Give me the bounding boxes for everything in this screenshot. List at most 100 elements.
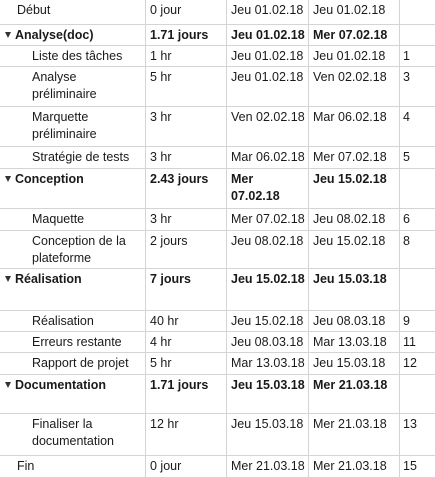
predecessor-cell[interactable] bbox=[400, 169, 435, 208]
task-name-cell[interactable]: Analyse(doc) bbox=[0, 25, 146, 45]
task-row[interactable]: Fin 0 jour Mer 21.03.18 Mer 21.03.18 15 bbox=[0, 456, 435, 478]
predecessor-cell[interactable]: 4 bbox=[400, 107, 435, 146]
predecessor-cell[interactable] bbox=[400, 269, 435, 310]
predecessor-cell[interactable]: 3 bbox=[400, 67, 435, 106]
end-cell[interactable]: Jeu 15.02.18 bbox=[309, 231, 400, 268]
task-name-cell[interactable]: Liste des tâches bbox=[0, 46, 146, 66]
duration-cell[interactable]: 3 hr bbox=[146, 147, 227, 168]
predecessor-cell[interactable]: 13 bbox=[400, 414, 435, 455]
start-cell[interactable]: Mer 21.03.18 bbox=[227, 456, 309, 477]
task-row[interactable]: Rapport de projet 5 hr Mar 13.03.18 Jeu 15.… bbox=[0, 353, 435, 375]
predecessor-cell[interactable]: 15 bbox=[400, 456, 435, 477]
predecessor-cell[interactable]: 8 bbox=[400, 231, 435, 268]
duration-cell[interactable]: 2.43 jours bbox=[146, 169, 227, 208]
task-row[interactable]: Réalisation 40 hr Jeu 15.02.18 Jeu 08.03.18… bbox=[0, 311, 435, 332]
end-cell[interactable]: Jeu 08.03.18 bbox=[309, 311, 400, 331]
end-cell[interactable]: Jeu 01.02.18 bbox=[309, 46, 400, 66]
task-row[interactable]: Marquette préliminaire 3 hr Ven 02.02.18 Ma… bbox=[0, 107, 435, 147]
start-cell[interactable]: Jeu 01.02.18 bbox=[227, 67, 309, 106]
start-cell[interactable]: Jeu 01.02.18 bbox=[227, 25, 309, 45]
start-cell[interactable]: Mer 07.02.18 bbox=[227, 209, 309, 230]
start-cell[interactable]: Jeu 01.02.18 bbox=[227, 46, 309, 66]
task-name-cell[interactable]: Documentation bbox=[0, 375, 146, 413]
duration-cell[interactable]: 3 hr bbox=[146, 107, 227, 146]
task-row[interactable]: Analyse préliminaire 5 hr Jeu 01.02.18 Ven … bbox=[0, 67, 435, 107]
start-cell[interactable]: Mar 06.02.18 bbox=[227, 147, 309, 168]
end-cell[interactable]: Mer 21.03.18 bbox=[309, 375, 400, 413]
duration-cell[interactable]: 4 hr bbox=[146, 332, 227, 352]
duration-cell[interactable]: 7 jours bbox=[146, 269, 227, 310]
duration-cell[interactable]: 1 hr bbox=[146, 46, 227, 66]
end-cell[interactable]: Mer 21.03.18 bbox=[309, 456, 400, 477]
collapse-triangle-icon[interactable] bbox=[5, 32, 11, 39]
predecessor-cell[interactable] bbox=[400, 0, 435, 24]
start-cell[interactable]: Jeu 15.02.18 bbox=[227, 311, 309, 331]
task-name-cell[interactable]: Marquette préliminaire bbox=[0, 107, 146, 146]
start-cell[interactable]: Jeu 15.03.18 bbox=[227, 375, 309, 413]
task-name-cell[interactable]: Début bbox=[0, 0, 146, 24]
task-row[interactable]: Maquette 3 hr Mer 07.02.18 Jeu 08.02.18 6 bbox=[0, 209, 435, 231]
task-name-cell[interactable]: Conception de la plateforme bbox=[0, 231, 146, 268]
predecessor-cell[interactable] bbox=[400, 25, 435, 45]
end-cell[interactable]: Mar 06.02.18 bbox=[309, 107, 400, 146]
summary-task-row[interactable]: Réalisation 7 jours Jeu 15.02.18 Jeu 15.03.… bbox=[0, 269, 435, 311]
end-cell[interactable]: Mer 07.02.18 bbox=[309, 147, 400, 168]
end-cell[interactable]: Jeu 01.02.18 bbox=[309, 0, 400, 24]
task-row[interactable]: Début 0 jour Jeu 01.02.18 Jeu 01.02.18 bbox=[0, 0, 435, 25]
predecessor-cell[interactable]: 11 bbox=[400, 332, 435, 352]
task-row[interactable]: Stratégie de tests 3 hr Mar 06.02.18 Mer 07… bbox=[0, 147, 435, 169]
collapse-triangle-icon[interactable] bbox=[5, 382, 11, 389]
start-cell[interactable]: Jeu 01.02.18 bbox=[227, 0, 309, 24]
task-name-cell[interactable]: Erreurs restante bbox=[0, 332, 146, 352]
start-cell[interactable]: Jeu 08.03.18 bbox=[227, 332, 309, 352]
predecessor-cell[interactable]: 5 bbox=[400, 147, 435, 168]
collapse-triangle-icon[interactable] bbox=[5, 176, 11, 183]
task-name-cell[interactable]: Finaliser la documentation bbox=[0, 414, 146, 455]
duration-cell[interactable]: 5 hr bbox=[146, 353, 227, 374]
duration-cell[interactable]: 0 jour bbox=[146, 456, 227, 477]
duration-cell[interactable]: 1.71 jours bbox=[146, 25, 227, 45]
predecessor-cell[interactable] bbox=[400, 375, 435, 413]
start-cell[interactable]: Jeu 15.03.18 bbox=[227, 414, 309, 455]
task-row[interactable]: Erreurs restante 4 hr Jeu 08.03.18 Mar 13.0… bbox=[0, 332, 435, 353]
predecessor-cell[interactable]: 6 bbox=[400, 209, 435, 230]
summary-task-row[interactable]: Analyse(doc) 1.71 jours Jeu 01.02.18 Mer 07… bbox=[0, 25, 435, 46]
start-cell[interactable]: Jeu 15.02.18 bbox=[227, 269, 309, 310]
predecessor-cell[interactable]: 1 bbox=[400, 46, 435, 66]
end-cell[interactable]: Mer 21.03.18 bbox=[309, 414, 400, 455]
duration-cell[interactable]: 2 jours bbox=[146, 231, 227, 268]
predecessor-cell[interactable]: 9 bbox=[400, 311, 435, 331]
task-name-cell[interactable]: Conception bbox=[0, 169, 146, 208]
end-cell[interactable]: Jeu 15.02.18 bbox=[309, 169, 400, 208]
collapse-triangle-icon[interactable] bbox=[5, 276, 11, 283]
task-row[interactable]: Conception de la plateforme 2 jours Jeu 08… bbox=[0, 231, 435, 269]
summary-task-row[interactable]: Documentation 1.71 jours Jeu 15.03.18 Mer 2… bbox=[0, 375, 435, 414]
task-row[interactable]: Finaliser la documentation 12 hr Jeu 15.03… bbox=[0, 414, 435, 456]
end-cell[interactable]: Jeu 15.03.18 bbox=[309, 269, 400, 310]
duration-cell[interactable]: 3 hr bbox=[146, 209, 227, 230]
predecessor-cell[interactable]: 12 bbox=[400, 353, 435, 374]
task-name-cell[interactable]: Fin bbox=[0, 456, 146, 477]
duration-cell[interactable]: 40 hr bbox=[146, 311, 227, 331]
end-cell[interactable]: Jeu 15.03.18 bbox=[309, 353, 400, 374]
start-cell[interactable]: Mer 07.02.18 bbox=[227, 169, 309, 208]
duration-cell[interactable]: 12 hr bbox=[146, 414, 227, 455]
task-name-cell[interactable]: Stratégie de tests bbox=[0, 147, 146, 168]
task-name-cell[interactable]: Réalisation bbox=[0, 311, 146, 331]
start-cell[interactable]: Ven 02.02.18 bbox=[227, 107, 309, 146]
task-name-cell[interactable]: Maquette bbox=[0, 209, 146, 230]
task-name-cell[interactable]: Réalisation bbox=[0, 269, 146, 310]
task-row[interactable]: Liste des tâches 1 hr Jeu 01.02.18 Jeu 01.0… bbox=[0, 46, 435, 67]
end-cell[interactable]: Mer 07.02.18 bbox=[309, 25, 400, 45]
task-name-cell[interactable]: Analyse préliminaire bbox=[0, 67, 146, 106]
start-cell[interactable]: Mar 13.03.18 bbox=[227, 353, 309, 374]
end-cell[interactable]: Jeu 08.02.18 bbox=[309, 209, 400, 230]
start-cell[interactable]: Jeu 08.02.18 bbox=[227, 231, 309, 268]
end-cell[interactable]: Ven 02.02.18 bbox=[309, 67, 400, 106]
duration-cell[interactable]: 1.71 jours bbox=[146, 375, 227, 413]
duration-cell[interactable]: 0 jour bbox=[146, 0, 227, 24]
end-cell[interactable]: Mar 13.03.18 bbox=[309, 332, 400, 352]
duration-cell[interactable]: 5 hr bbox=[146, 67, 227, 106]
task-name-cell[interactable]: Rapport de projet bbox=[0, 353, 146, 374]
summary-task-row[interactable]: Conception 2.43 jours Mer 07.02.18 Jeu 15.0… bbox=[0, 169, 435, 209]
